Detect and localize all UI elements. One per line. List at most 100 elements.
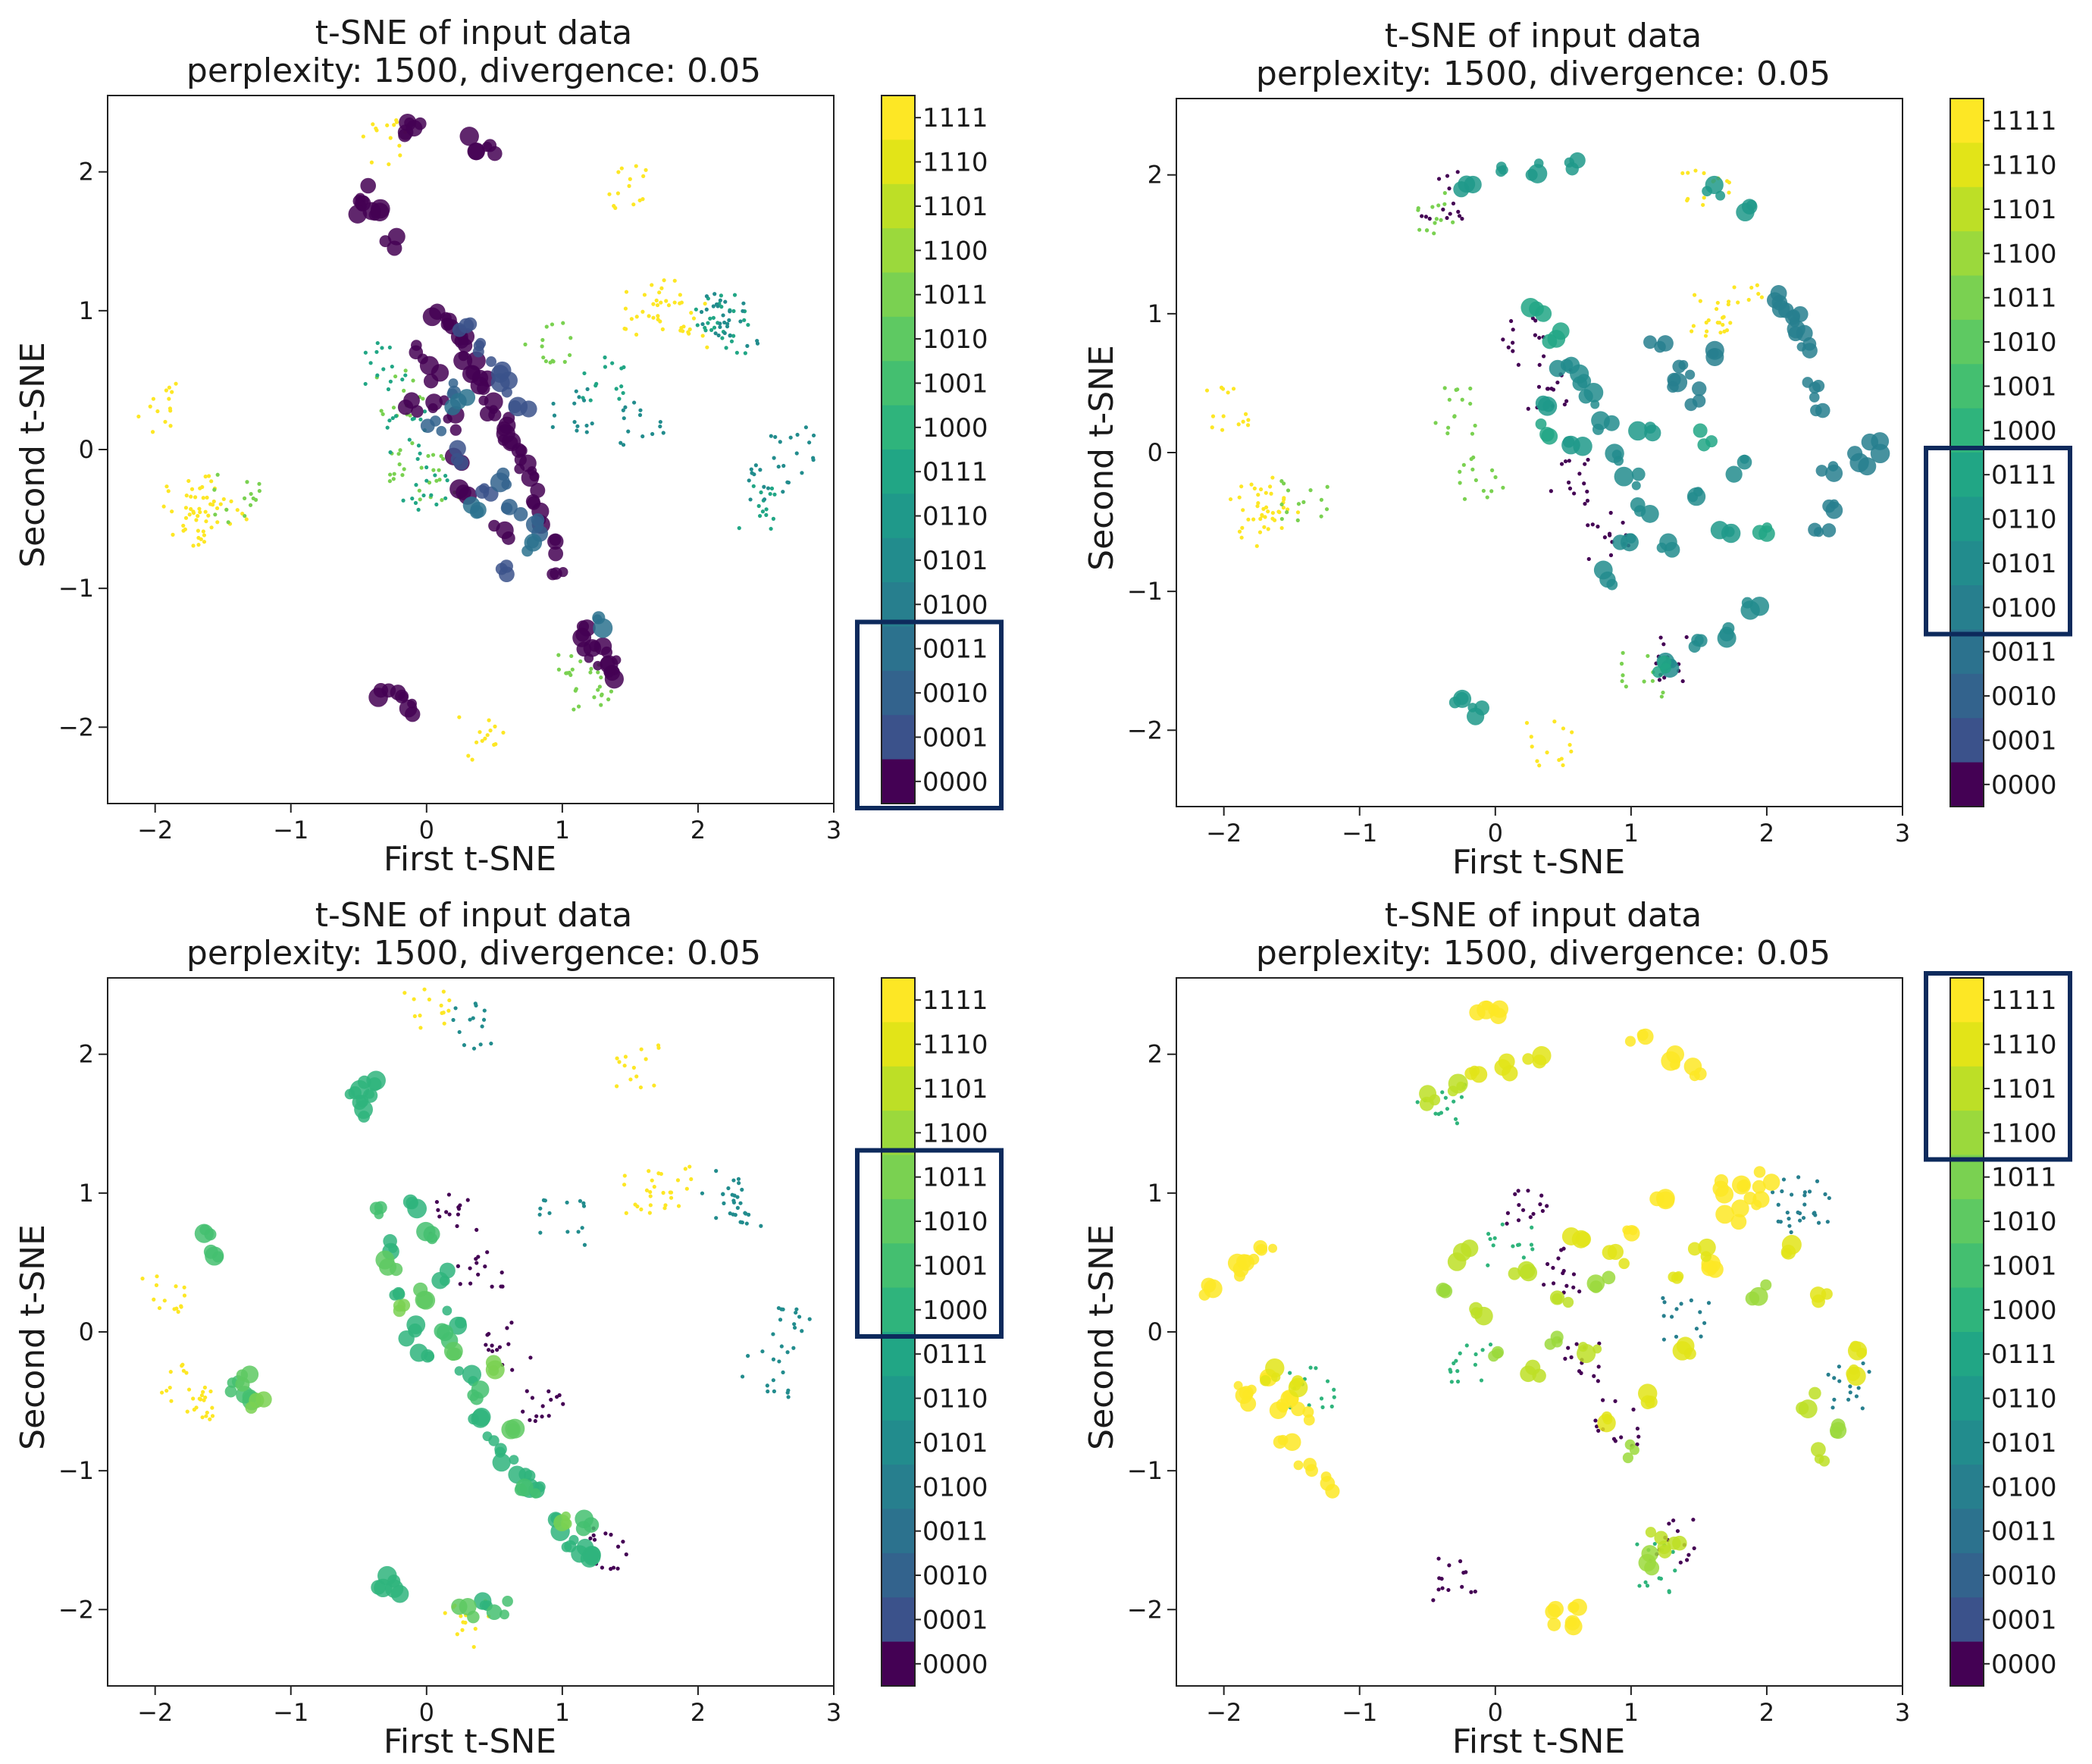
panel-2-point-1011: [1481, 488, 1486, 493]
panel-1-point-1011: [606, 697, 611, 702]
panel-2-point-0101: [1631, 467, 1646, 481]
panel-1-point-0101: [762, 497, 767, 502]
panel-1-point-0111: [769, 526, 773, 531]
panel-3-point-1111: [687, 1164, 692, 1169]
panel-1-x-tick-label: 3: [826, 816, 841, 844]
panel-2-point-1111: [1267, 484, 1273, 489]
panel-1-point-0101: [722, 331, 727, 335]
panel-3-point-1011: [255, 1391, 272, 1408]
panel-3-point-1001: [515, 1478, 534, 1497]
panel-1-point-1011: [213, 512, 218, 517]
panel-4-point-1000: [1288, 1371, 1292, 1375]
panel-3-point-0000: [474, 1257, 478, 1261]
panel-2-colorbar-label-0010: 0010: [1991, 681, 2057, 712]
panel-1-point-1011: [245, 480, 249, 484]
panel-1-point-1111: [201, 529, 205, 534]
panel-1-y-tick-label: −2: [58, 713, 94, 741]
panel-1-point-0111: [614, 387, 619, 391]
panel-3-point-0101: [781, 1370, 785, 1374]
panel-2-point-0000: [1511, 327, 1515, 332]
panel-4-point-0100: [1827, 1195, 1831, 1201]
panel-4-point-0000: [1600, 1398, 1605, 1402]
panel-2-point-0111: [1552, 322, 1570, 340]
panel-2-point-1111: [1726, 302, 1730, 307]
panel-1-point-1011: [556, 653, 561, 657]
panel-3-point-1111: [675, 1178, 681, 1183]
panel-1-point-1111: [161, 504, 166, 509]
panel-3-point-1111: [639, 1047, 644, 1051]
panel-4-point-0100: [1706, 1301, 1711, 1305]
panel-2-colorbar-label-1111: 1111: [1991, 106, 2057, 136]
panel-1-point-1011: [421, 396, 425, 401]
panel-1-point-0101: [619, 440, 623, 445]
panel-3-point-1001: [224, 1385, 237, 1398]
panel-3-point-0101: [771, 1378, 775, 1383]
panel-1-colorbar-segment-0110: [882, 493, 915, 539]
panel-3-point-0101: [778, 1318, 783, 1322]
panel-4-point-1110: [1676, 1336, 1695, 1355]
panel-4-point-1100: [1829, 1421, 1847, 1440]
panel-2-point-1011: [1473, 423, 1477, 428]
panel-2-point-1111: [1686, 171, 1690, 175]
panel-3-point-1000: [468, 1413, 479, 1425]
panel-2-point-0100: [1802, 337, 1817, 351]
panel-1-point-0101: [622, 416, 626, 421]
panel-4-point-0100: [1661, 1337, 1666, 1342]
panel-1-point-1011: [397, 462, 402, 467]
panel-1-colorbar-segment-1111: [882, 96, 915, 140]
panel-4-point-1000: [1521, 1255, 1526, 1260]
panel-1-point-0000: [514, 463, 525, 475]
panel-1-point-1111: [181, 523, 186, 528]
panel-2-colorbar-segment-0111: [1950, 453, 1984, 497]
panel-2-point-0100: [1678, 360, 1689, 370]
panel-1-point-1111: [666, 303, 672, 308]
panel-3-point-0000: [510, 1368, 515, 1372]
panel-4-point-0000: [1613, 1399, 1618, 1403]
panel-4-point-1111: [1731, 1199, 1749, 1217]
panel-2-point-0000: [1680, 678, 1685, 684]
panel-1-point-0111: [403, 373, 408, 378]
panel-1-point-1111: [148, 404, 152, 409]
panel-1-point-1111: [650, 283, 654, 287]
panel-4-point-0100: [1674, 1307, 1679, 1311]
panel-3-point-0000: [465, 1198, 470, 1202]
panel-4-point-1101: [1809, 1386, 1821, 1400]
panel-3-point-1000: [387, 1574, 401, 1588]
panel-1-point-0111: [729, 339, 734, 343]
panel-2-point-0100: [1643, 335, 1657, 349]
panel-2-point-0110: [1527, 164, 1548, 183]
panel-3-point-0000: [540, 1415, 544, 1419]
panel-2-point-0000: [1445, 174, 1450, 178]
panel-4-point-0100: [1832, 1397, 1837, 1402]
panel-1-colorbar-segment-0000: [882, 759, 915, 804]
panel-3-point-0101: [581, 1204, 587, 1208]
panel-3-point-0101: [744, 1221, 749, 1226]
panel-1-point-1011: [570, 667, 575, 672]
panel-2-point-0000: [1549, 387, 1554, 391]
panel-2-point-1111: [1236, 422, 1241, 427]
panel-4-colorbar-segment-0100: [1950, 1465, 1984, 1509]
panel-2-point-1011: [1279, 479, 1284, 484]
panel-4-point-1111: [1545, 1603, 1561, 1620]
panel-1-point-0000: [453, 351, 473, 371]
panel-2-point-1111: [1736, 300, 1740, 305]
panel-4-point-0000: [1619, 1435, 1624, 1440]
panel-3-point-0101: [746, 1354, 750, 1358]
panel-2-point-0101: [1737, 454, 1752, 470]
panel-4-point-0000: [1526, 1189, 1530, 1193]
panel-3-point-0000: [528, 1355, 533, 1360]
panel-2-point-1111: [1727, 190, 1731, 195]
panel-2-point-0000: [1506, 345, 1511, 349]
panel-4-point-1101: [1592, 1344, 1602, 1354]
panel-3-point-1111: [168, 1370, 173, 1374]
panel-4-point-1000: [1530, 1247, 1535, 1252]
panel-1-point-1111: [466, 754, 471, 758]
panel-1-point-1011: [212, 487, 217, 492]
panel-1-point-1111: [613, 205, 618, 211]
panel-3-point-1111: [652, 1083, 656, 1088]
panel-2-point-1011: [1416, 208, 1420, 212]
panel-4-point-0100: [1787, 1216, 1791, 1221]
panel-2-point-1111: [1726, 299, 1731, 304]
panel-3-point-0101: [582, 1242, 587, 1247]
panel-4-point-1111: [1762, 1173, 1780, 1191]
